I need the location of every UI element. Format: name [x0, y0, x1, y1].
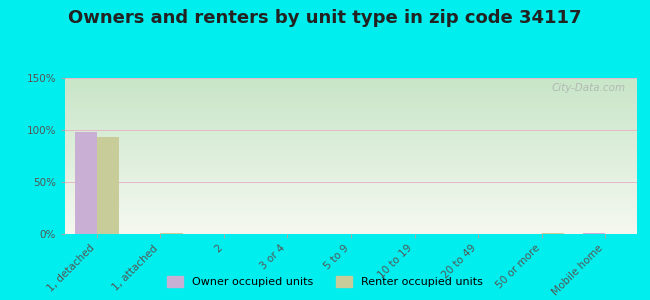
Text: Owners and renters by unit type in zip code 34117: Owners and renters by unit type in zip c… [68, 9, 582, 27]
Bar [541, 233, 564, 234]
Bar [97, 137, 119, 234]
Legend: Owner occupied units, Renter occupied units: Owner occupied units, Renter occupied un… [162, 271, 488, 291]
Bar [583, 233, 605, 234]
Text: City-Data.com: City-Data.com [551, 83, 625, 93]
Bar [161, 233, 183, 234]
Bar [75, 132, 97, 234]
